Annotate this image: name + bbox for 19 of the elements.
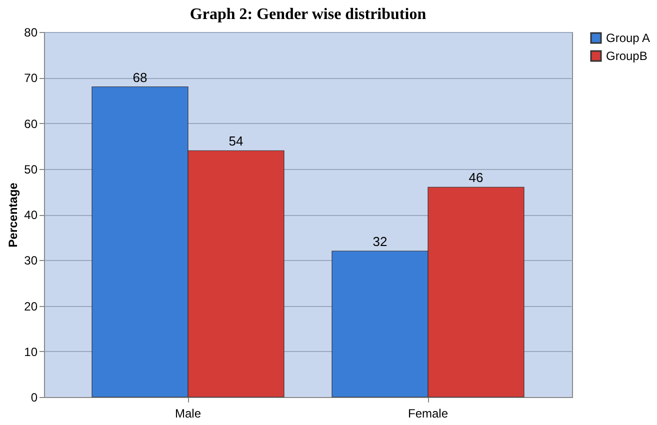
y-tick-label: 50 — [24, 162, 38, 176]
y-tick-label: 60 — [24, 116, 38, 131]
data-label: 68 — [132, 70, 148, 85]
y-tick-label: 0 — [30, 390, 38, 404]
y-axis-title: Percentage — [6, 182, 20, 248]
y-tick-label: 40 — [24, 208, 38, 222]
x-tick-label: Female — [408, 406, 448, 420]
y-tick-label: 20 — [24, 299, 38, 314]
data-label: 46 — [468, 170, 484, 186]
y-tick-label: 70 — [24, 71, 38, 86]
legend-label: GroupB — [606, 49, 648, 63]
data-label: 32 — [372, 234, 388, 249]
x-tick-label: Male — [174, 406, 202, 420]
y-tick-label: 30 — [24, 254, 38, 268]
data-label: 54 — [228, 134, 244, 149]
chart-title: Graph 2: Gender wise distribution — [190, 6, 426, 23]
y-tick-label: 80 — [24, 26, 38, 40]
y-tick-label: 10 — [24, 344, 38, 359]
legend-label: Group A — [606, 31, 650, 45]
